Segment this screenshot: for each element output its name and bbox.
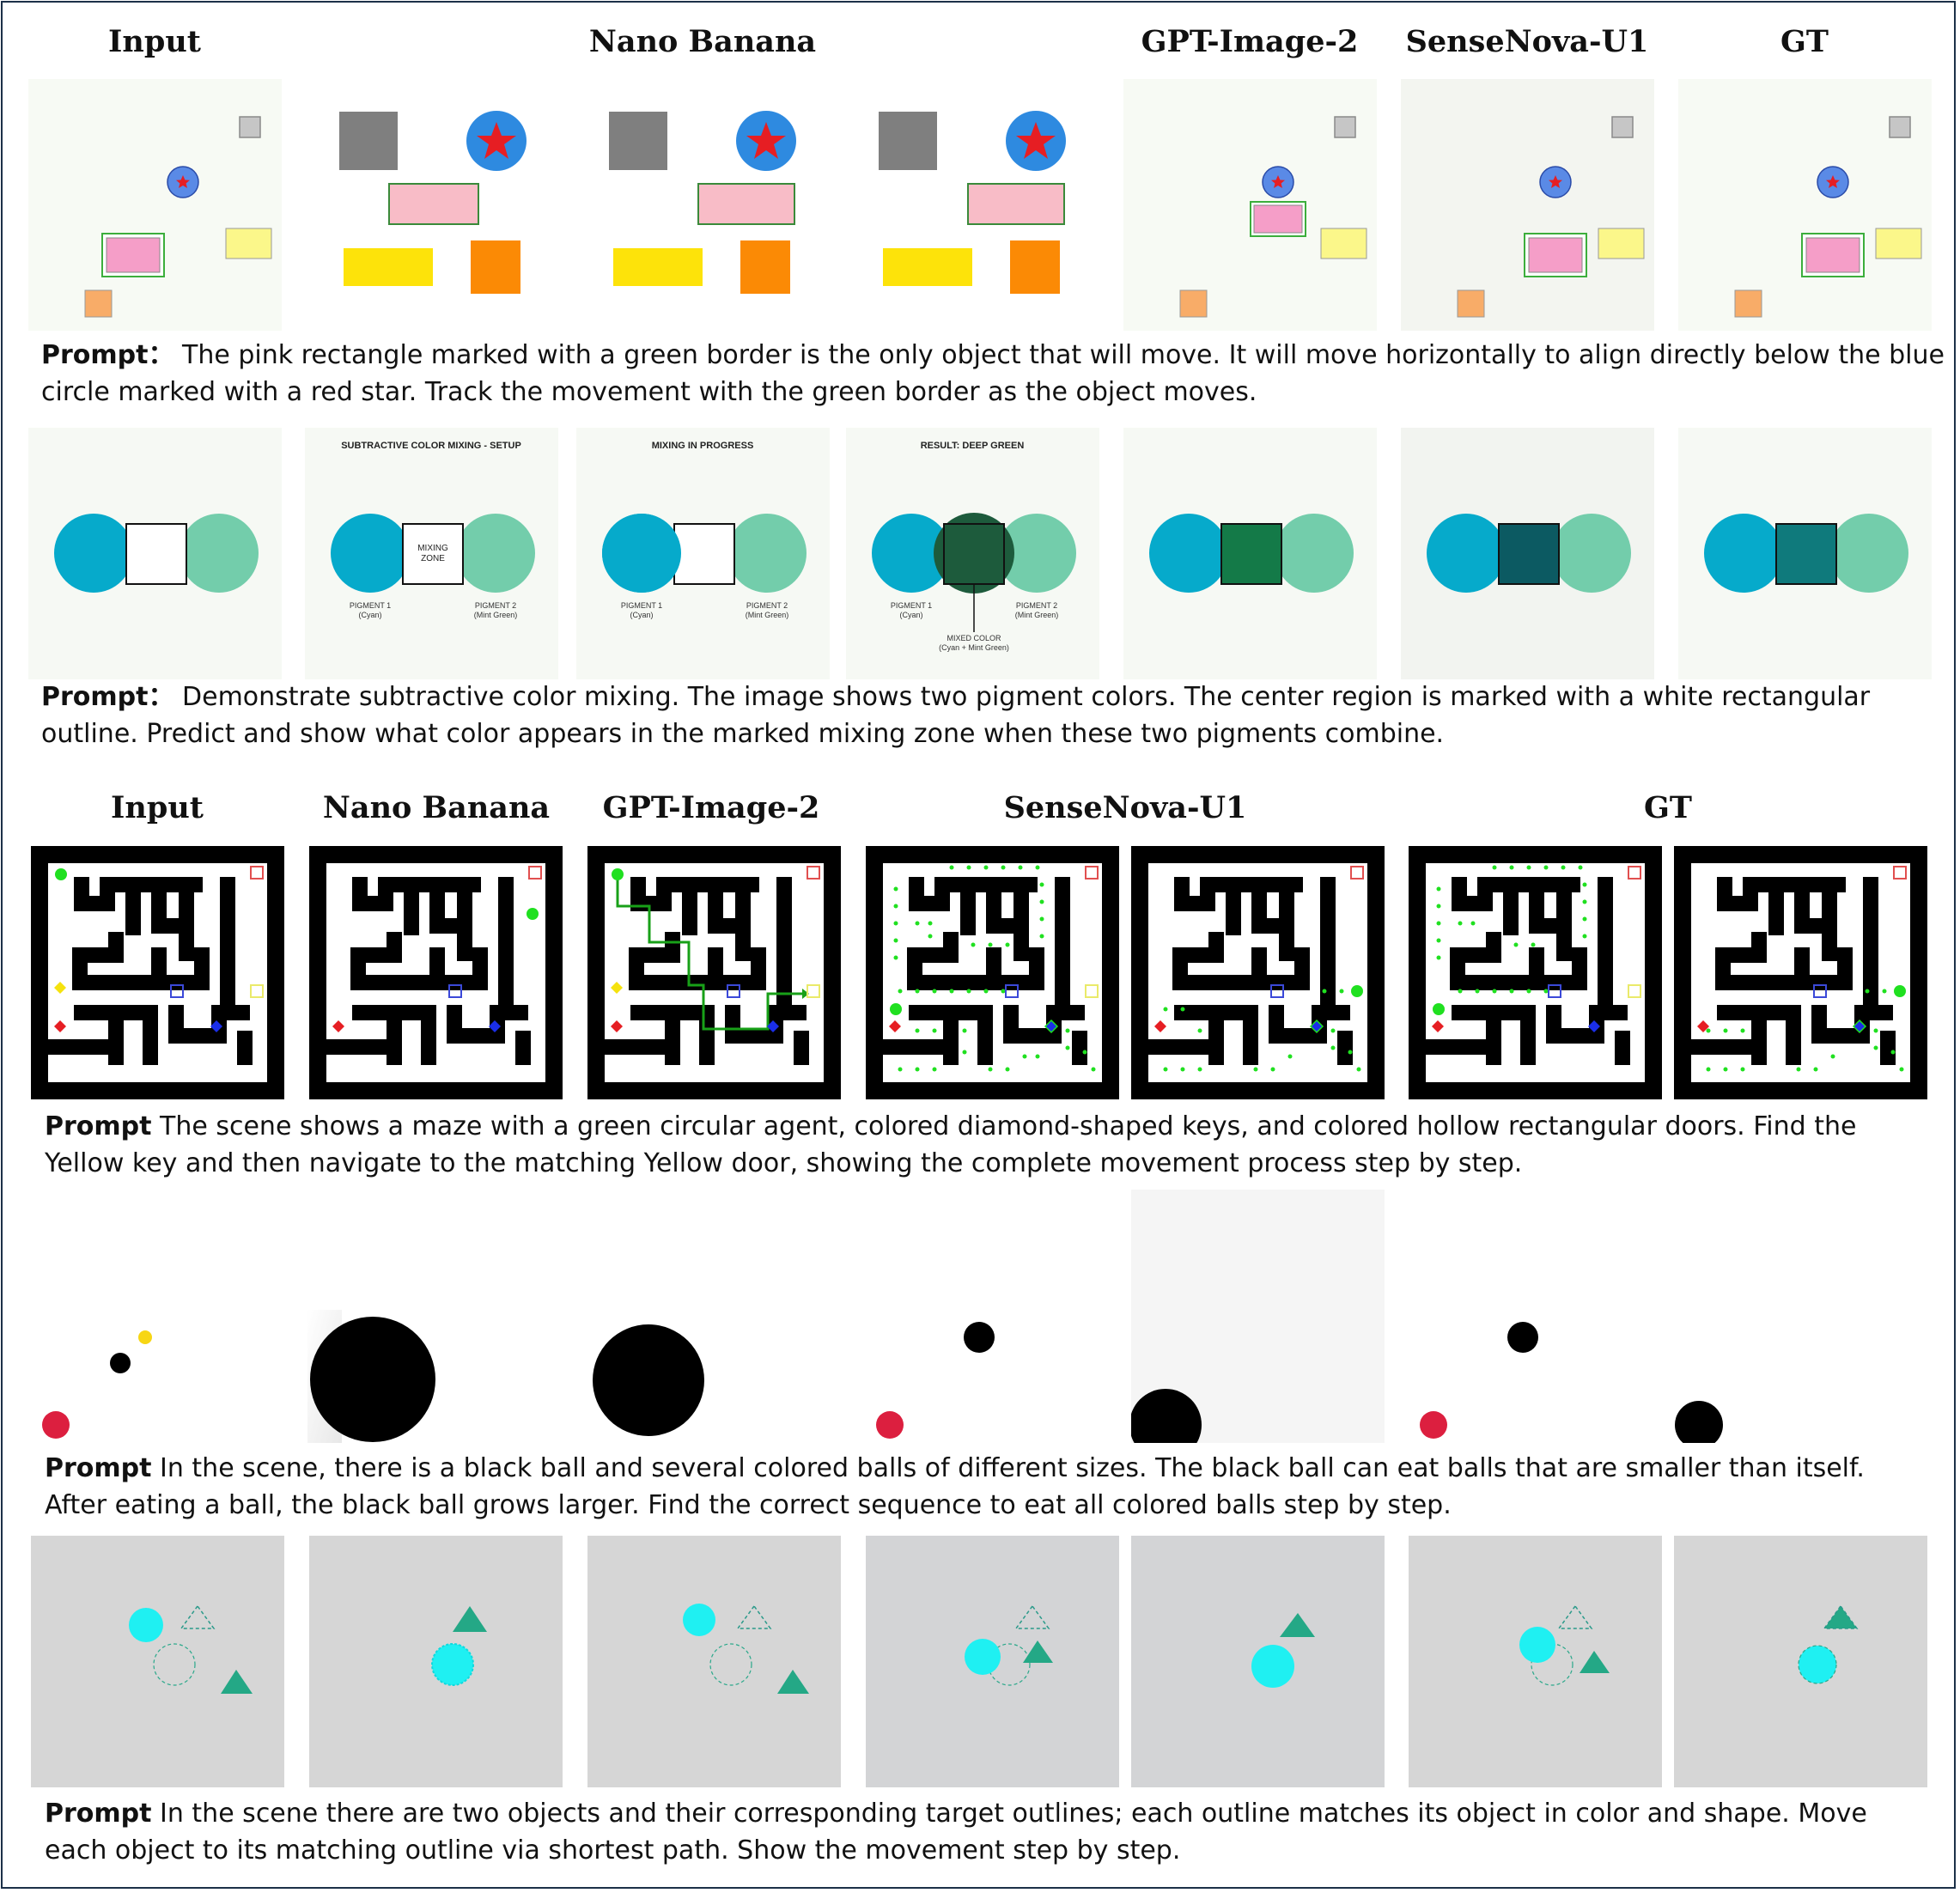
svg-text:MIXING: MIXING bbox=[417, 544, 448, 553]
header-sensenova-u1: SenseNova-U1 bbox=[1405, 24, 1649, 59]
header-nano-banana: Nano Banana bbox=[588, 24, 817, 59]
row4-sensenova-panel-1 bbox=[865, 1190, 1118, 1443]
row4-nano-panel bbox=[307, 1190, 561, 1443]
row2-input-panel bbox=[28, 428, 282, 679]
prompt-2: Prompt： Demonstrate subtractive color mi… bbox=[41, 682, 1871, 749]
door-icon bbox=[250, 866, 264, 880]
svg-text:(Mint Green): (Mint Green) bbox=[1015, 611, 1059, 619]
row4-input-balls bbox=[31, 1190, 284, 1443]
mix-result-title: RESULT: DEEP GREEN bbox=[921, 441, 1025, 451]
diamond-key-icon bbox=[54, 982, 66, 994]
row2-nano-frame-3: RESULT: DEEP GREEN PIGMENT 1 (Cyan) PIGM… bbox=[846, 428, 1099, 679]
header-gpt-image-2: GPT-Image-2 bbox=[1141, 24, 1359, 59]
row3-gt-maze-1 bbox=[1409, 846, 1662, 1099]
header-input-2: Input bbox=[111, 790, 204, 825]
svg-text:(Mint Green): (Mint Green) bbox=[746, 611, 789, 619]
row3-nano-maze bbox=[309, 846, 563, 1099]
row1-nano-frame-2 bbox=[577, 79, 835, 331]
mix-setup-title: SUBTRACTIVE COLOR MIXING - SETUP bbox=[341, 441, 521, 451]
row5-sensenova-panel-2 bbox=[1131, 1536, 1385, 1787]
header-sensenova-u1-2: SenseNova-U1 bbox=[1003, 790, 1247, 825]
row4-sensenova-panel-2 bbox=[1131, 1190, 1385, 1443]
prompt-5: Prompt In the scene there are two object… bbox=[45, 1799, 1867, 1866]
row4-gt-panel-1 bbox=[1409, 1190, 1662, 1443]
prompt-4: Prompt In the scene, there is a black ba… bbox=[45, 1453, 1865, 1520]
row5-gpt-panel bbox=[587, 1536, 841, 1787]
svg-text:PIGMENT 2: PIGMENT 2 bbox=[475, 601, 516, 610]
header-gpt-image-2-2: GPT-Image-2 bbox=[602, 790, 820, 825]
svg-text:(Cyan): (Cyan) bbox=[630, 611, 653, 619]
row1-nano-frame-1 bbox=[307, 79, 565, 331]
svg-text:(Cyan): (Cyan) bbox=[899, 611, 922, 619]
row3-gt-maze-2 bbox=[1674, 846, 1927, 1099]
row3-sensenova-maze-2 bbox=[1131, 846, 1385, 1099]
row1-input-panel bbox=[28, 79, 282, 331]
row1-gpt-panel bbox=[1123, 79, 1377, 331]
row2-nano-frame-1: SUBTRACTIVE COLOR MIXING - SETUP MIXING … bbox=[305, 428, 558, 679]
svg-text:PIGMENT 1: PIGMENT 1 bbox=[891, 601, 932, 610]
row4-gpt-panel bbox=[587, 1190, 840, 1443]
row5-nano-panel bbox=[309, 1536, 563, 1787]
row1-nano-frame-3 bbox=[847, 79, 1105, 331]
row1-gt-panel bbox=[1678, 79, 1932, 331]
svg-text:PIGMENT 2: PIGMENT 2 bbox=[1016, 601, 1057, 610]
prompt-label: Prompt： bbox=[41, 340, 174, 370]
row2-nano-frame-2: MIXING IN PROGRESS PIGMENT 1 (Cyan) PIGM… bbox=[576, 428, 830, 679]
prompt-3: Prompt The scene shows a maze with a gre… bbox=[45, 1111, 1857, 1178]
row5-gt-panel-2 bbox=[1674, 1536, 1927, 1787]
row3-input-maze bbox=[31, 846, 284, 1099]
svg-text:PIGMENT 1: PIGMENT 1 bbox=[621, 601, 662, 610]
row5-gt-panel-1 bbox=[1409, 1536, 1662, 1787]
row4-gt-panel-2 bbox=[1674, 1190, 1927, 1443]
row5-input-panel bbox=[31, 1536, 284, 1787]
svg-text:(Cyan): (Cyan) bbox=[358, 611, 381, 619]
triangle-icon bbox=[221, 1670, 253, 1694]
svg-text:(Mint Green): (Mint Green) bbox=[474, 611, 518, 619]
row2-gt-panel bbox=[1678, 428, 1932, 679]
svg-text:PIGMENT 1: PIGMENT 1 bbox=[350, 601, 391, 610]
row3-sensenova-maze-1 bbox=[866, 846, 1119, 1099]
svg-text:ZONE: ZONE bbox=[421, 554, 445, 563]
row2-sensenova-panel bbox=[1401, 428, 1654, 679]
row2-gpt-panel bbox=[1123, 428, 1377, 679]
row3-gpt-maze bbox=[587, 846, 841, 1099]
star-icon bbox=[176, 175, 190, 188]
mix-progress-title: MIXING IN PROGRESS bbox=[652, 441, 754, 451]
svg-text:(Cyan + Mint Green): (Cyan + Mint Green) bbox=[939, 643, 1009, 652]
prompt-1: Prompt： The pink rectangle marked with a… bbox=[41, 340, 1945, 407]
header-input: Input bbox=[108, 24, 201, 59]
circle-agent-icon bbox=[55, 868, 67, 880]
svg-text:MIXED COLOR: MIXED COLOR bbox=[947, 634, 1001, 642]
header-nano-banana-2: Nano Banana bbox=[322, 790, 551, 825]
row1-sensenova-panel bbox=[1401, 79, 1654, 331]
header-gt-2: GT bbox=[1644, 790, 1692, 825]
svg-text:PIGMENT 2: PIGMENT 2 bbox=[746, 601, 788, 610]
header-gt: GT bbox=[1780, 24, 1829, 59]
row5-sensenova-panel-1 bbox=[866, 1536, 1119, 1787]
